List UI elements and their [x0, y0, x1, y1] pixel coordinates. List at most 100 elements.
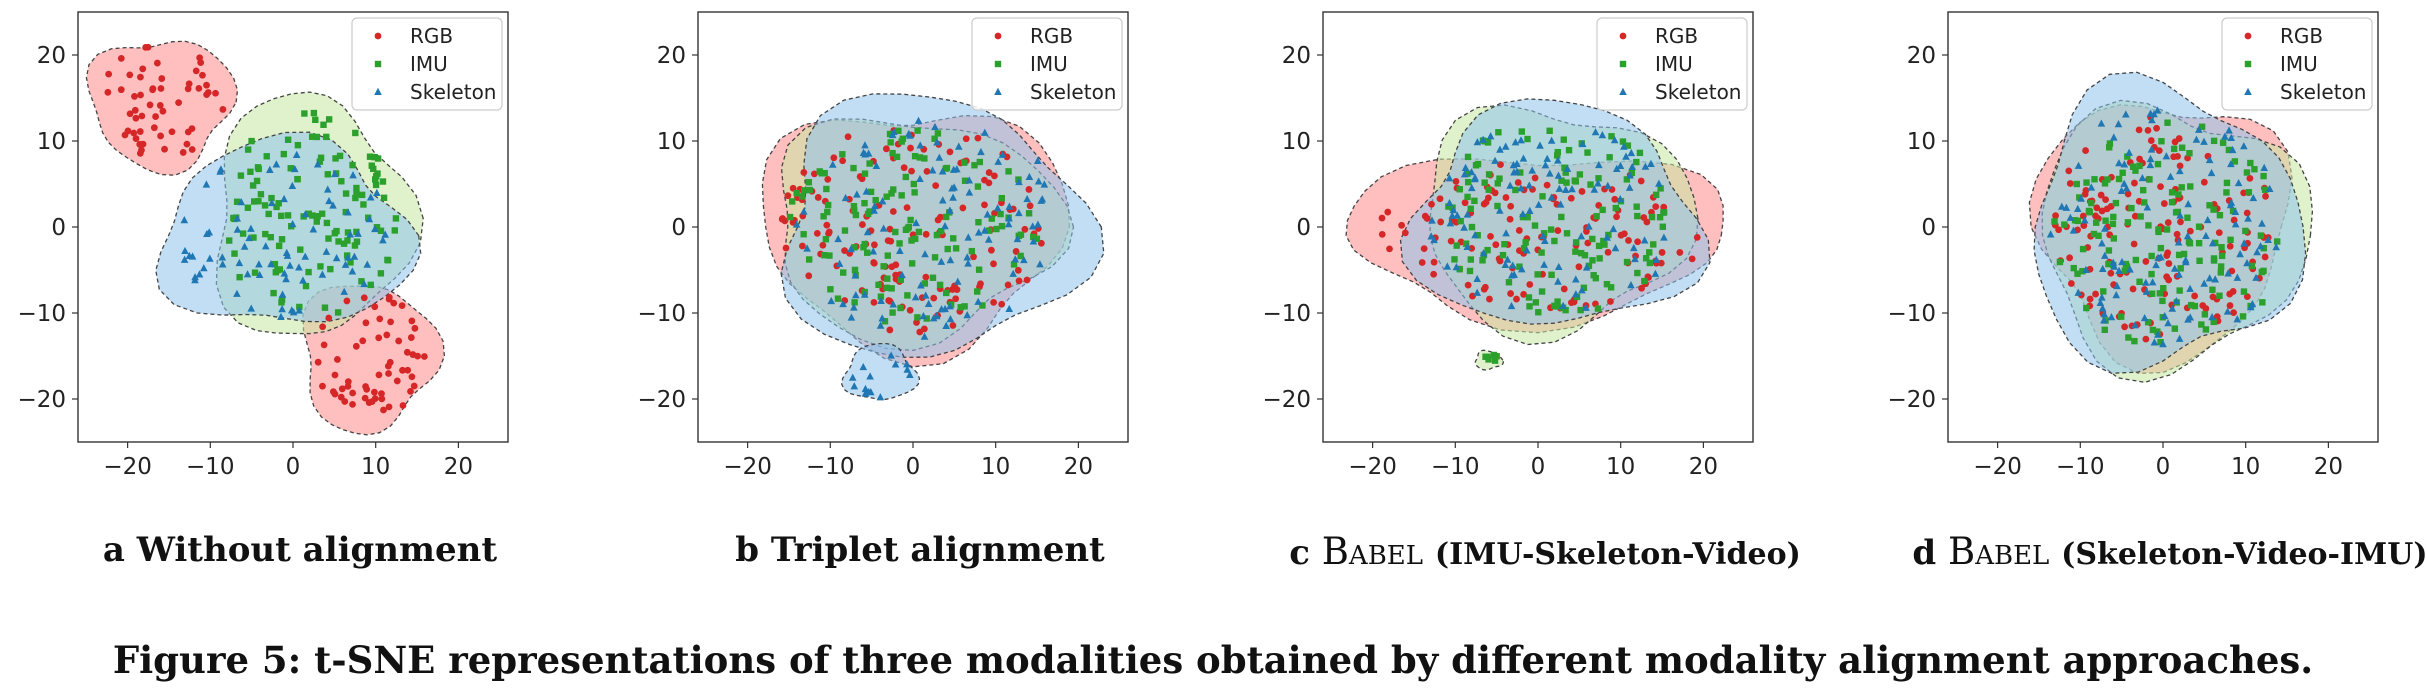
- point-skeleton: [348, 267, 357, 275]
- point-rgb: [870, 298, 878, 306]
- point-skeleton: [205, 228, 214, 236]
- point-imu: [1474, 160, 1482, 168]
- legend-marker-imu: [2244, 60, 2252, 68]
- point-skeleton: [980, 226, 989, 234]
- point-imu: [324, 171, 331, 178]
- point-rgb: [338, 385, 346, 393]
- point-imu: [889, 309, 896, 316]
- point-imu: [864, 249, 871, 256]
- point-skeleton: [1036, 260, 1044, 268]
- point-imu: [1464, 178, 1472, 186]
- point-imu: [1538, 288, 1546, 295]
- point-rgb: [908, 167, 915, 175]
- point-rgb: [375, 334, 383, 342]
- point-rgb: [1418, 259, 1426, 266]
- point-rgb: [985, 169, 993, 176]
- point-skeleton: [1452, 263, 1461, 271]
- point-rgb: [799, 242, 806, 250]
- point-skeleton: [1525, 181, 1534, 189]
- point-imu: [2136, 278, 2143, 285]
- point-skeleton: [827, 296, 836, 305]
- point-rgb: [2177, 218, 2184, 226]
- point-imu: [904, 292, 911, 299]
- point-imu: [908, 237, 915, 244]
- y-tick-label: 10: [657, 129, 686, 155]
- point-skeleton: [2205, 155, 2214, 164]
- point-rgb: [1428, 200, 1435, 208]
- point-imu: [297, 246, 304, 253]
- point-imu: [897, 276, 905, 284]
- point-imu: [2146, 176, 2153, 183]
- point-skeleton: [1446, 219, 1455, 227]
- point-skeleton: [1625, 183, 1634, 191]
- y-tick-label: 20: [657, 43, 686, 69]
- point-skeleton: [1651, 269, 1660, 277]
- point-imu: [806, 186, 813, 194]
- point-skeleton: [2142, 287, 2151, 295]
- point-imu: [2206, 202, 2213, 209]
- point-rgb: [990, 260, 997, 268]
- point-rgb: [2107, 269, 2115, 277]
- point-imu: [379, 178, 387, 185]
- y-tick-label: −20: [637, 387, 686, 413]
- point-skeleton: [1009, 269, 1017, 277]
- panel-d: −20 −10 0 10 20 20 10 0 −10 −20 RGB IMU Skeleton d B…: [1870, 0, 2426, 600]
- point-skeleton: [2150, 338, 2159, 346]
- point-imu: [2198, 123, 2206, 130]
- point-imu: [1467, 205, 1474, 212]
- point-imu: [294, 141, 302, 149]
- y-tick-label: −20: [1887, 387, 1936, 413]
- point-skeleton: [1545, 169, 1554, 177]
- point-rgb: [1436, 195, 1444, 203]
- point-rgb: [139, 65, 147, 73]
- point-rgb: [2093, 204, 2101, 212]
- point-skeleton: [2200, 137, 2208, 145]
- point-skeleton: [2073, 204, 2082, 213]
- point-imu: [916, 154, 924, 161]
- point-rgb: [1575, 263, 1583, 271]
- point-imu: [1636, 149, 1644, 157]
- point-imu: [371, 153, 378, 161]
- point-skeleton: [2066, 213, 2075, 221]
- point-imu: [373, 224, 381, 231]
- point-skeleton: [1037, 196, 1045, 204]
- point-rgb: [203, 81, 210, 89]
- point-skeleton: [299, 276, 307, 284]
- point-rgb: [1652, 203, 1660, 211]
- point-skeleton: [2074, 288, 2083, 296]
- point-imu: [2141, 199, 2148, 206]
- point-skeleton: [1541, 161, 1550, 169]
- point-imu: [2079, 268, 2086, 275]
- scatter-points: [1378, 127, 1701, 364]
- point-rgb: [1464, 281, 1472, 289]
- point-imu: [1456, 186, 1463, 193]
- point-rgb: [784, 192, 792, 200]
- point-rgb: [331, 390, 339, 398]
- point-rgb: [385, 295, 393, 303]
- point-imu: [1025, 210, 1033, 217]
- point-rgb: [886, 326, 894, 334]
- point-imu: [1520, 245, 1528, 252]
- y-tick-label: 20: [37, 43, 66, 69]
- point-skeleton: [2221, 132, 2229, 140]
- point-imu: [2144, 318, 2152, 326]
- point-skeleton: [859, 148, 868, 156]
- point-rgb: [138, 112, 146, 120]
- point-skeleton: [984, 235, 993, 243]
- point-skeleton: [887, 351, 895, 359]
- point-imu: [1532, 299, 1540, 306]
- point-rgb: [343, 297, 351, 305]
- point-imu: [2061, 221, 2068, 228]
- point-imu: [1531, 222, 1539, 229]
- point-skeleton: [1590, 185, 1599, 193]
- point-imu: [273, 203, 280, 211]
- point-imu: [1623, 258, 1631, 266]
- point-skeleton: [191, 276, 199, 284]
- x-tick-label: −20: [103, 454, 152, 480]
- point-rgb: [2228, 267, 2236, 275]
- x-tick-label: 0: [906, 454, 921, 480]
- point-skeleton: [1005, 304, 1014, 313]
- point-skeleton: [277, 312, 285, 321]
- point-rgb: [937, 213, 944, 221]
- point-skeleton: [2260, 163, 2268, 171]
